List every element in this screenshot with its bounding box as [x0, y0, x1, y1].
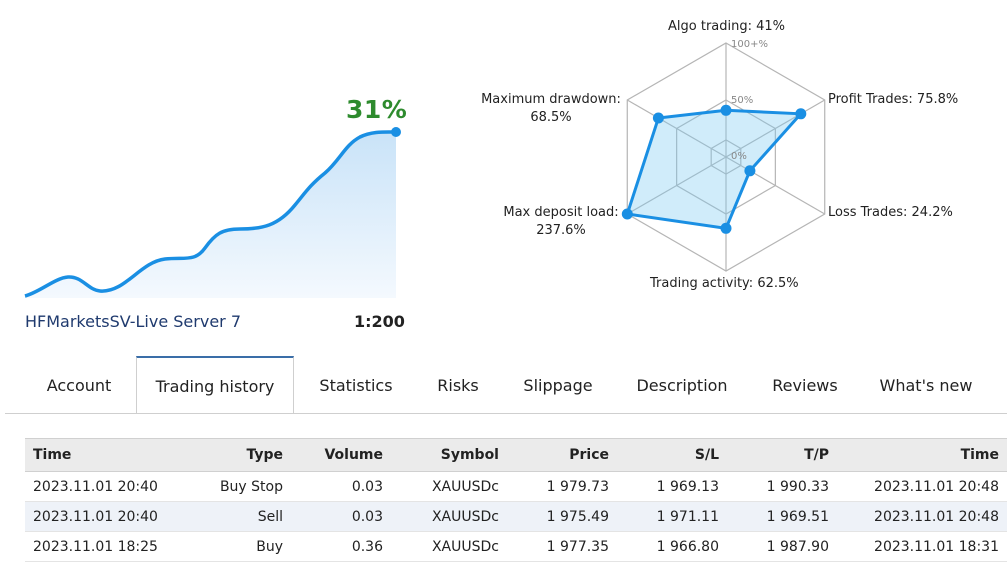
cell-close-time: 2023.11.01 20:48: [837, 501, 1007, 532]
table-header-row: Time Type Volume Symbol Price S/L T/P Ti…: [25, 438, 1007, 472]
col-header-tp[interactable]: T/P: [727, 438, 837, 472]
radar-spoke-4: [626, 156, 727, 215]
tab-account[interactable]: Account: [46, 376, 112, 395]
cell-type: Sell: [175, 501, 291, 532]
radar-point-1: [795, 108, 807, 120]
cell-close-time: 2023.11.01 20:48: [837, 471, 1007, 502]
tab-statistics[interactable]: Statistics: [319, 376, 393, 395]
leverage-value: 1:200: [354, 312, 405, 331]
growth-end-point: [391, 127, 401, 137]
table-row: 2023.11.01 20:40 Buy Stop 0.03 XAUUSDc 1…: [25, 471, 1007, 502]
cell-open-time: 2023.11.01 20:40: [25, 471, 175, 502]
col-header-sl[interactable]: S/L: [617, 438, 727, 472]
radar-label-trading-activity: Trading activity: 62.5%: [650, 276, 799, 291]
tab-description[interactable]: Description: [636, 376, 728, 395]
col-header-symbol[interactable]: Symbol: [391, 438, 507, 472]
server-name[interactable]: HFMarketsSV-Live Server 7: [25, 312, 241, 331]
growth-percent: 31%: [346, 95, 408, 124]
cell-type: Buy: [175, 531, 291, 562]
col-header-volume[interactable]: Volume: [291, 438, 391, 472]
growth-line: [24, 130, 397, 298]
tab-slippage[interactable]: Slippage: [523, 376, 593, 395]
growth-area: [25, 131, 396, 298]
radar-point-0: [720, 104, 732, 116]
cell-tp: 1 969.51: [727, 501, 837, 532]
table-row: 2023.11.01 18:25 Buy 0.36 XAUUSDc 1 977.…: [25, 531, 1007, 562]
radar-label-max-drawdown: Maximum drawdown: 68.5%: [478, 91, 624, 127]
radar-label-loss-trades: Loss Trades: 24.2%: [828, 205, 953, 220]
cell-symbol: XAUUSDc: [391, 501, 507, 532]
radar-label-profit-trades: Profit Trades: 75.8%: [828, 92, 959, 107]
radar-label-max-drawdown-title: Maximum drawdown:: [481, 92, 621, 107]
radar-label-max-drawdown-value: 68.5%: [530, 110, 572, 125]
radar-label-max-deposit-load-title: Max deposit load:: [503, 205, 619, 220]
tab-trading-history[interactable]: Trading history: [136, 356, 294, 413]
radar-tick-50: 50%: [731, 95, 754, 106]
cell-volume: 0.36: [291, 531, 391, 562]
table-row: 2023.11.01 20:40 Sell 0.03 XAUUSDc 1 975…: [25, 501, 1007, 532]
radar-grid: [626, 42, 826, 272]
radar-spoke-2: [725, 156, 826, 215]
radar-point-4: [621, 208, 633, 220]
tab-whats-new[interactable]: What's new: [879, 376, 973, 395]
cell-volume: 0.03: [291, 501, 391, 532]
cell-sl: 1 969.13: [617, 471, 727, 502]
radar-label-algo-trading: Algo trading: 41%: [668, 19, 786, 34]
radar-point-3: [720, 222, 732, 234]
tab-risks[interactable]: Risks: [437, 376, 479, 395]
col-header-open-time[interactable]: Time: [25, 438, 175, 472]
radar-spoke-5: [626, 99, 727, 158]
radar-spoke-1: [725, 99, 826, 158]
radar-chart: [621, 42, 826, 272]
radar-label-max-deposit-load: Max deposit load: 237.6%: [500, 204, 622, 240]
cell-symbol: XAUUSDc: [391, 471, 507, 502]
radar-tick-0: 0%: [731, 151, 747, 162]
radar-points: [621, 104, 807, 234]
cell-sl: 1 971.11: [617, 501, 727, 532]
cell-price: 1 979.73: [507, 471, 617, 502]
radar-label-max-deposit-load-value: 237.6%: [536, 223, 586, 238]
col-header-price[interactable]: Price: [507, 438, 617, 472]
radar-point-5: [652, 112, 664, 124]
cell-tp: 1 990.33: [727, 471, 837, 502]
radar-tick-100: 100+%: [731, 39, 768, 50]
tab-bar: Account Trading history Statistics Risks…: [5, 356, 1007, 414]
cell-tp: 1 987.90: [727, 531, 837, 562]
tab-reviews[interactable]: Reviews: [772, 376, 838, 395]
cell-type: Buy Stop: [175, 471, 291, 502]
radar-point-2: [744, 165, 756, 177]
cell-price: 1 977.35: [507, 531, 617, 562]
cell-symbol: XAUUSDc: [391, 531, 507, 562]
growth-chart: [24, 127, 401, 298]
col-header-type[interactable]: Type: [175, 438, 291, 472]
cell-open-time: 2023.11.01 18:25: [25, 531, 175, 562]
cell-volume: 0.03: [291, 471, 391, 502]
trading-history-table: Time Type Volume Symbol Price S/L T/P Ti…: [25, 438, 1007, 562]
cell-sl: 1 966.80: [617, 531, 727, 562]
col-header-close-time[interactable]: Time: [837, 438, 1007, 472]
cell-price: 1 975.49: [507, 501, 617, 532]
cell-close-time: 2023.11.01 18:31: [837, 531, 1007, 562]
cell-open-time: 2023.11.01 20:40: [25, 501, 175, 532]
